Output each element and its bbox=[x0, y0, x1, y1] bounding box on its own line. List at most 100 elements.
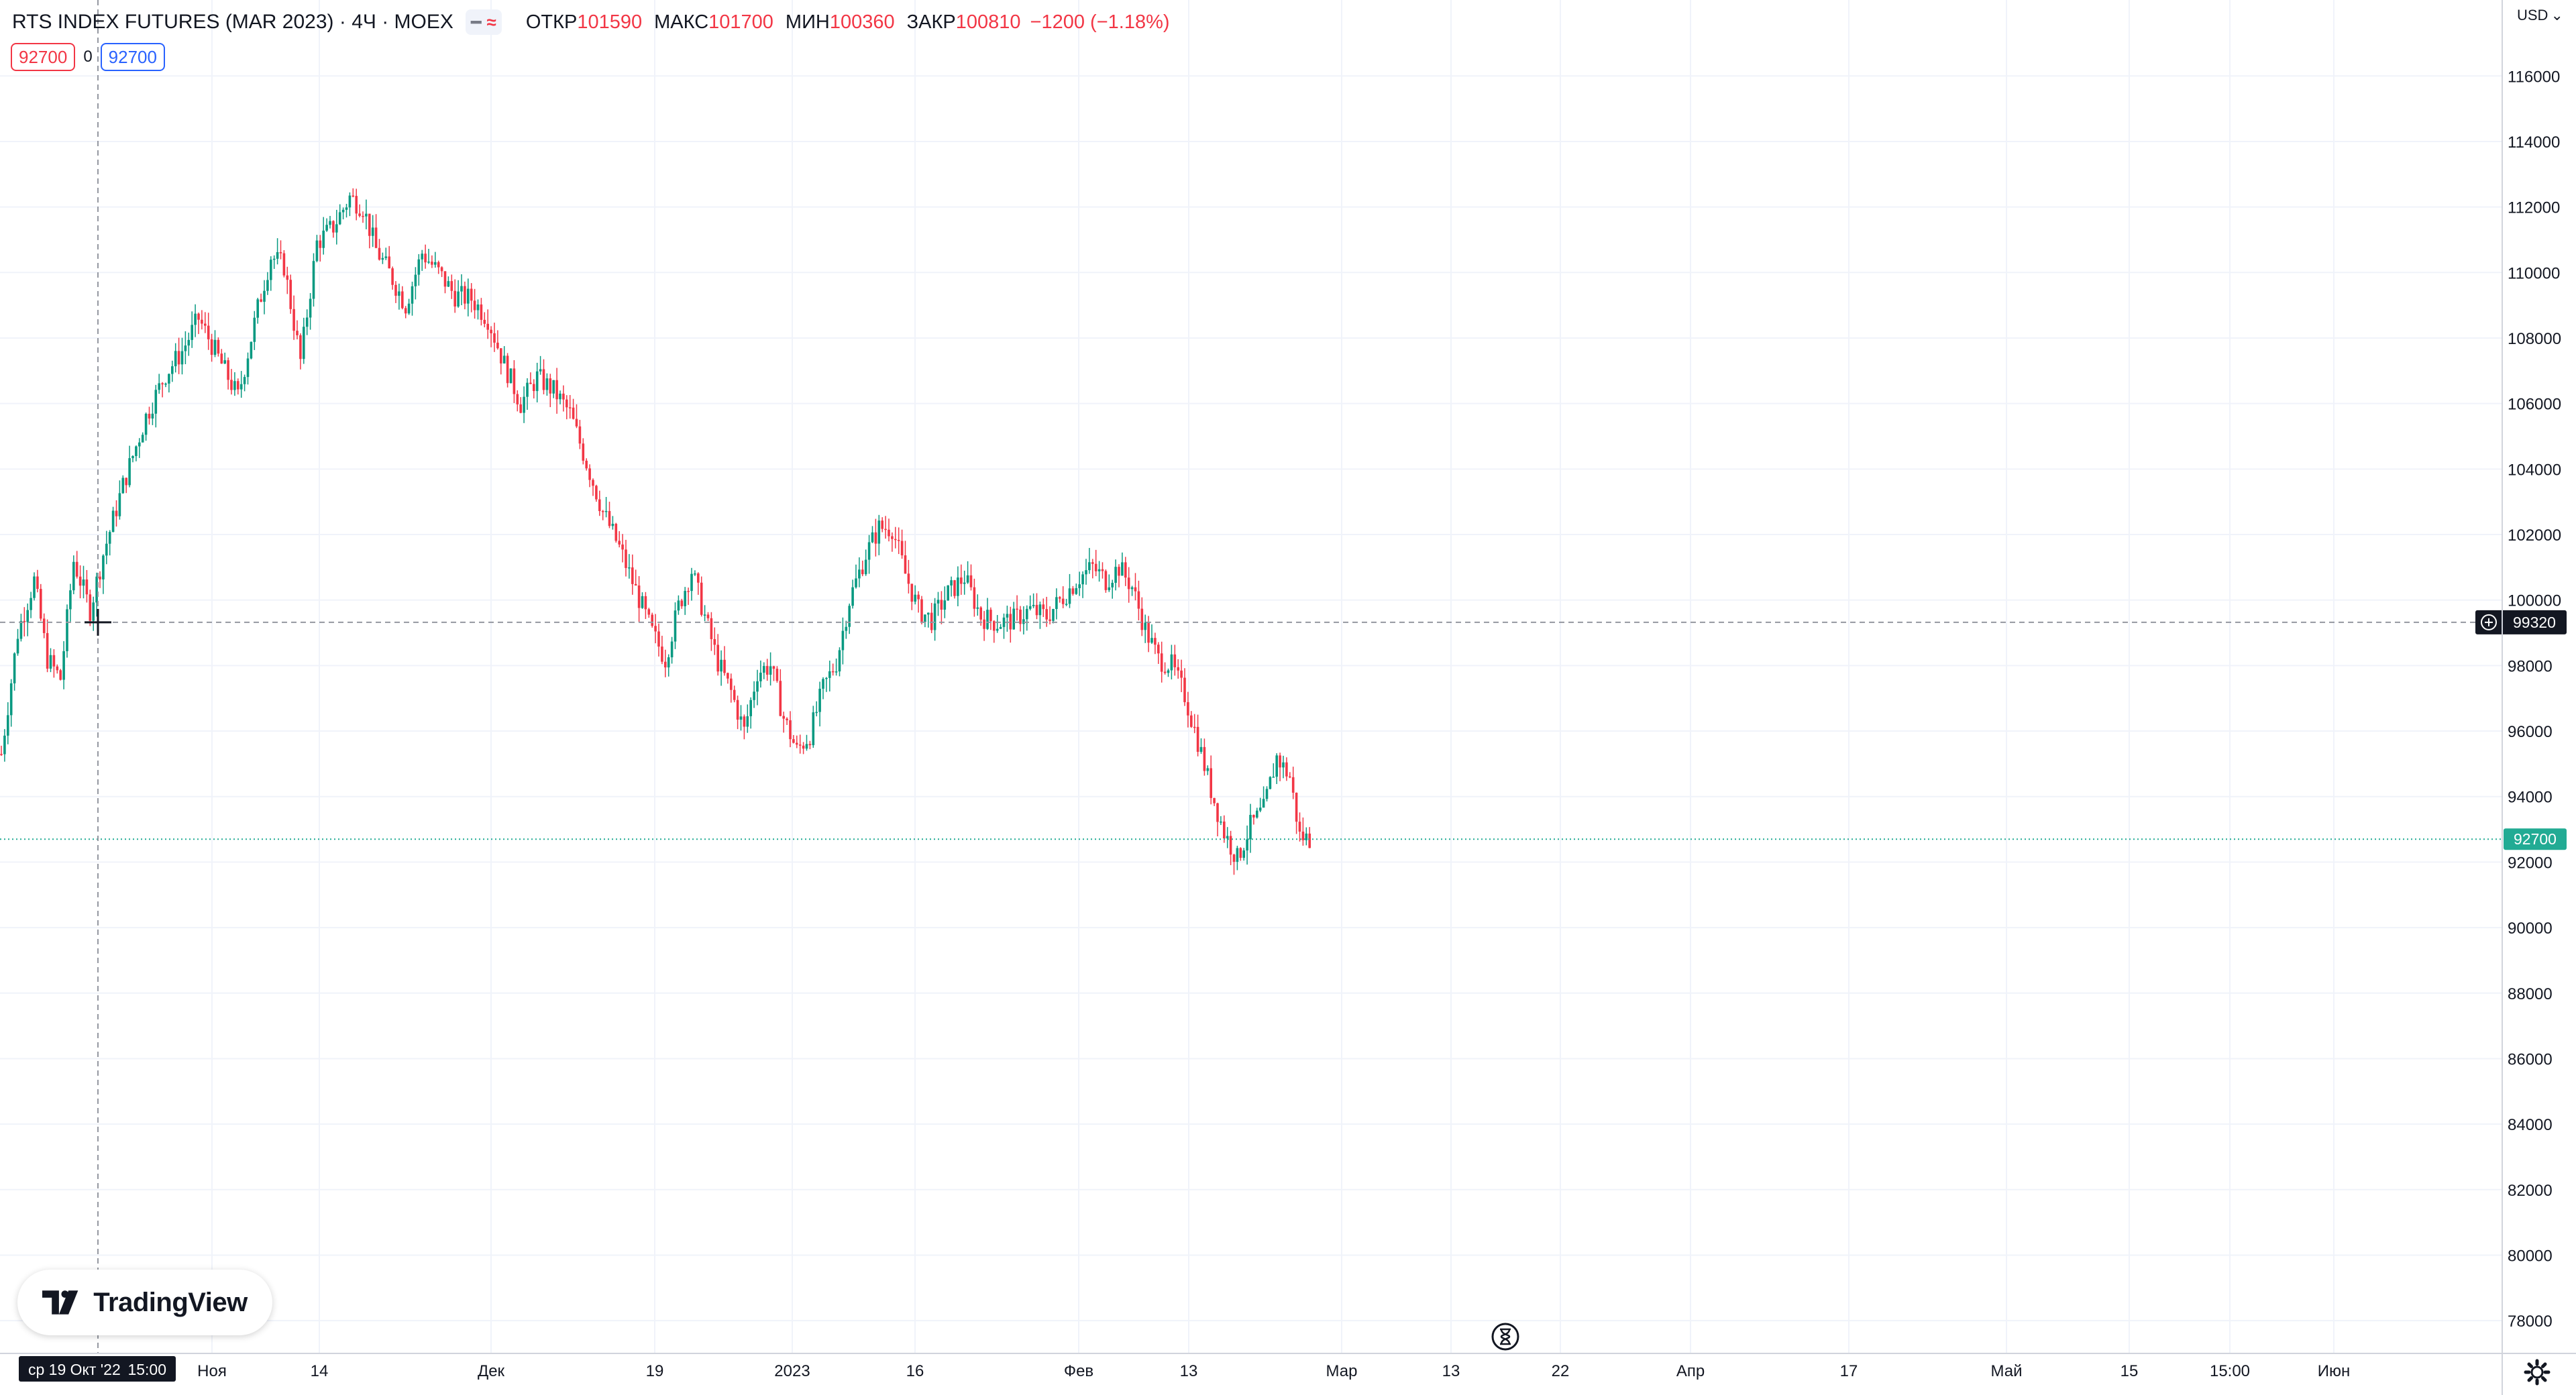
symbol-title[interactable]: RTS INDEX FUTURES (MAR 2023) · 4Ч · MOEX bbox=[12, 11, 453, 33]
candle-body bbox=[604, 510, 608, 512]
candle-body bbox=[315, 240, 319, 262]
candle-body bbox=[1262, 799, 1265, 808]
candle-body bbox=[1279, 755, 1281, 768]
candle-body bbox=[1239, 848, 1242, 858]
candle-body bbox=[822, 679, 824, 689]
candle-body bbox=[526, 382, 529, 397]
candle-body bbox=[431, 262, 433, 265]
candle-body bbox=[588, 468, 591, 480]
buy-button[interactable]: 92700 bbox=[100, 43, 165, 71]
candle-body bbox=[1016, 608, 1018, 610]
currency-selector[interactable]: USD ⌄ bbox=[2517, 7, 2563, 24]
candle-body bbox=[654, 626, 657, 632]
tradingview-mark-icon bbox=[42, 1290, 78, 1315]
x-tick-label: Апр bbox=[1676, 1362, 1705, 1380]
candle-body bbox=[940, 600, 943, 610]
candle-body bbox=[611, 524, 614, 526]
candle-body bbox=[976, 607, 979, 609]
candle-body bbox=[720, 659, 722, 672]
candle-body bbox=[1258, 807, 1262, 811]
candle-body bbox=[1295, 792, 1298, 822]
candle-body bbox=[1269, 777, 1272, 789]
candle-body bbox=[62, 651, 65, 680]
candle-body bbox=[914, 594, 916, 602]
candle-body bbox=[1242, 850, 1245, 858]
candle-body bbox=[513, 368, 516, 394]
candle-body bbox=[802, 745, 805, 749]
candle-body bbox=[464, 286, 466, 304]
gear-icon[interactable] bbox=[2522, 1357, 2552, 1387]
candle-body bbox=[664, 661, 667, 668]
candle-body bbox=[661, 647, 663, 662]
candle-body bbox=[230, 380, 233, 390]
candle-body bbox=[861, 569, 864, 575]
candle-body bbox=[144, 413, 148, 435]
candle-body bbox=[1199, 746, 1203, 752]
candle-body bbox=[1220, 821, 1222, 823]
candle-body bbox=[187, 339, 191, 346]
candle-body bbox=[467, 288, 470, 304]
low-label: МИН bbox=[785, 11, 830, 33]
candle-body bbox=[519, 404, 522, 413]
candle-body bbox=[486, 323, 489, 330]
hourglass-icon[interactable] bbox=[1491, 1322, 1520, 1351]
candle-body bbox=[322, 230, 325, 248]
close-value: 100810 bbox=[955, 11, 1021, 33]
candle-body bbox=[917, 594, 920, 600]
candle-body bbox=[739, 716, 743, 720]
candle-body bbox=[348, 195, 352, 208]
candle-body bbox=[1130, 587, 1134, 590]
candle-body bbox=[884, 528, 887, 531]
candle-body bbox=[598, 499, 601, 512]
candle-body bbox=[138, 442, 141, 447]
y-tick-label: 94000 bbox=[2508, 789, 2553, 807]
minus-icon[interactable]: ━ bbox=[470, 12, 482, 32]
candle-body bbox=[154, 390, 158, 414]
tradingview-logo[interactable]: TradingView bbox=[17, 1270, 272, 1335]
candle-body bbox=[999, 626, 1002, 629]
candle-body bbox=[782, 716, 785, 719]
candle-body bbox=[312, 261, 315, 299]
candle-body bbox=[1226, 836, 1229, 839]
candle-body bbox=[1157, 645, 1160, 654]
wave-icon[interactable]: ≈ bbox=[486, 12, 496, 32]
y-tick-label: 102000 bbox=[2508, 526, 2561, 545]
candle-body bbox=[924, 614, 926, 622]
candle-body bbox=[1232, 854, 1236, 862]
candle-body bbox=[969, 575, 973, 588]
candle-body bbox=[263, 290, 266, 302]
candle-body bbox=[716, 645, 719, 672]
candle-body bbox=[775, 669, 779, 681]
y-tick-label: 114000 bbox=[2508, 133, 2560, 152]
candle-body bbox=[979, 607, 982, 620]
candle-body bbox=[963, 582, 966, 584]
crosshair-time-badge bbox=[19, 1356, 176, 1382]
candle-body bbox=[378, 247, 381, 260]
candle-body bbox=[276, 252, 279, 259]
candle-body bbox=[1272, 777, 1275, 778]
candle-body bbox=[180, 351, 184, 365]
candle-body bbox=[69, 590, 72, 610]
candle-body bbox=[40, 589, 42, 619]
x-tick-label: Дек bbox=[478, 1362, 505, 1380]
y-tick-label: 78000 bbox=[2508, 1313, 2553, 1331]
y-tick-label: 100000 bbox=[2508, 592, 2561, 610]
candle-body bbox=[46, 632, 49, 669]
candle-body bbox=[286, 275, 289, 280]
sell-button[interactable]: 92700 bbox=[11, 43, 76, 71]
candles-layer bbox=[0, 188, 1311, 875]
candle-body bbox=[365, 213, 368, 217]
candle-body bbox=[210, 339, 213, 355]
candle-body bbox=[943, 600, 947, 610]
candle-body bbox=[204, 323, 207, 326]
candle-body bbox=[1038, 604, 1042, 616]
y-tick-label: 80000 bbox=[2508, 1247, 2553, 1265]
candle-body bbox=[414, 274, 417, 286]
x-tick-label: 2023 bbox=[774, 1362, 810, 1380]
candle-body bbox=[332, 221, 335, 233]
candle-body bbox=[493, 333, 496, 343]
candle-body bbox=[1042, 604, 1045, 610]
candle-body bbox=[772, 666, 775, 669]
